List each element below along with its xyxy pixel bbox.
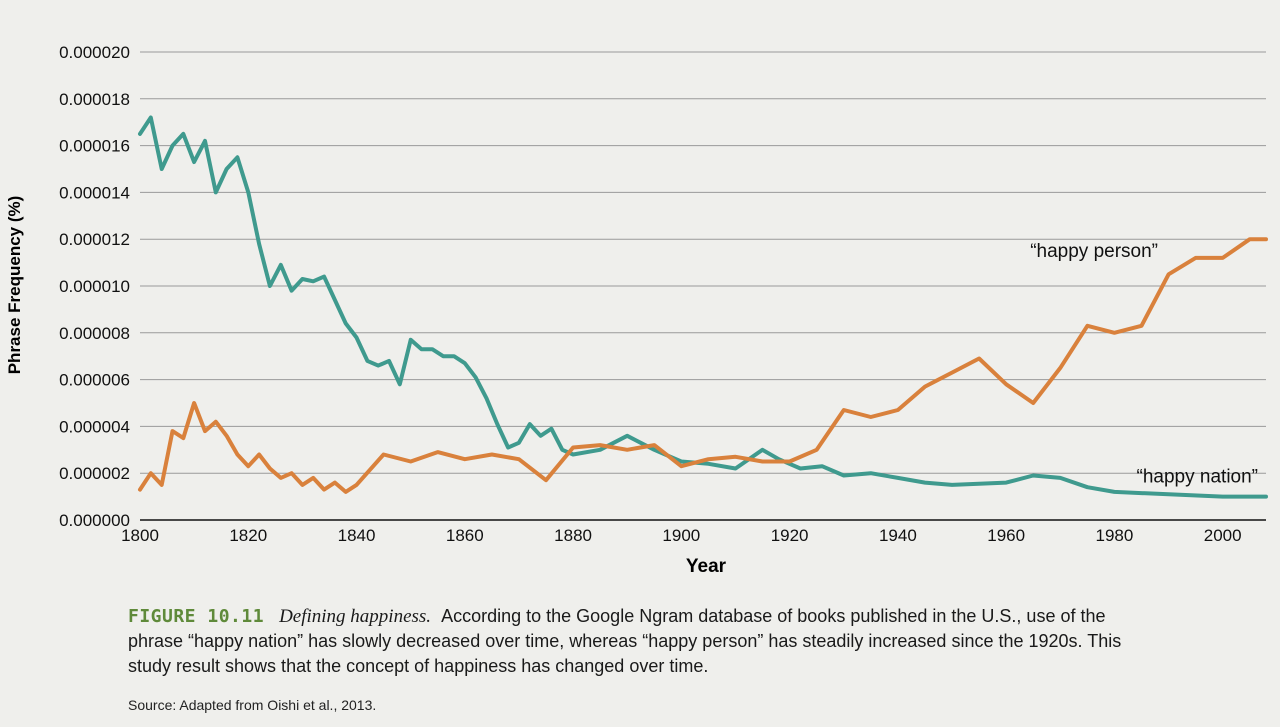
y-tick-label: 0.000020 [59,43,130,62]
series-line-happy-person [138,237,1268,494]
x-axis-label: Year [686,556,727,577]
y-tick-label: 0.000002 [59,464,130,483]
x-tick-label: 1800 [121,526,159,545]
y-tick-label: 0.000006 [59,371,130,390]
y-axis-label: Phrase Frequency (%) [5,196,24,375]
y-tick-label: 0.000016 [59,137,130,156]
y-tick-label: 0.000004 [59,417,130,436]
y-tick-label: 0.000018 [59,90,130,109]
caption-text: According to the Google Ngram database o… [128,606,1122,676]
x-tick-label: 1820 [229,526,267,545]
x-tick-label: 1980 [1096,526,1134,545]
y-tick-label: 0.000014 [59,183,130,202]
series-labels: “happy nation” “happy person” [1030,241,1258,487]
x-tick-label: 2000 [1204,526,1242,545]
y-tick-label: 0.000012 [59,230,130,249]
x-tick-labels: 1800 1820 1840 1860 1880 1900 1920 1940 1960 1980… [121,526,1242,545]
figure-caption: FIGURE 10.11 Defining happiness. Accordi… [128,604,1148,679]
source-note: Source: Adapted from Oishi et al., 2013. [128,697,377,713]
y-tick-label: 0.000008 [59,324,130,343]
series-label-happy-nation: “happy nation” [1137,467,1258,488]
gridlines [140,51,1266,521]
line-chart: 0.000000 0.000002 0.000004 0.000006 0.000008… [5,43,1268,577]
x-tick-label: 1840 [338,526,376,545]
figure-label: FIGURE 10.11 [128,606,265,627]
x-tick-label: 1880 [554,526,592,545]
series-label-happy-person: “happy person” [1030,241,1158,262]
x-tick-label: 1920 [771,526,809,545]
x-tick-label: 1940 [879,526,917,545]
series-line-happy-nation [138,115,1268,499]
series-lines [138,115,1268,499]
figure-title: Defining happiness. [279,606,432,627]
x-tick-label: 1960 [987,526,1025,545]
x-tick-label: 1860 [446,526,484,545]
x-tick-label: 1900 [662,526,700,545]
y-tick-labels: 0.000000 0.000002 0.000004 0.000006 0.000008… [59,43,130,530]
y-tick-label: 0.000010 [59,277,130,296]
y-tick-label: 0.000000 [59,511,130,530]
